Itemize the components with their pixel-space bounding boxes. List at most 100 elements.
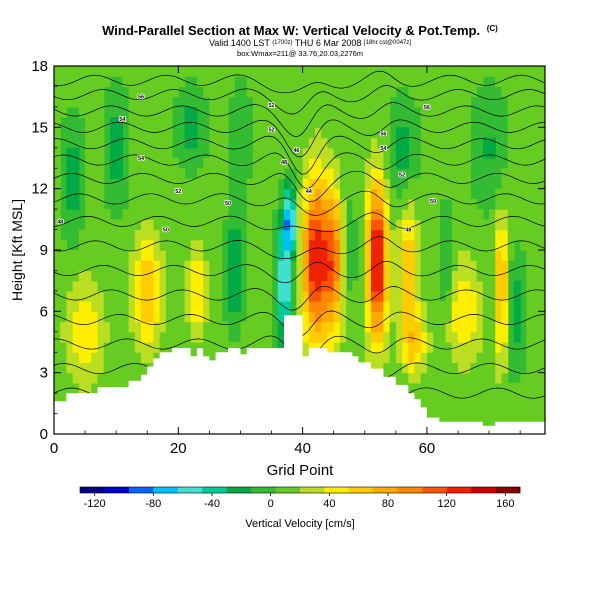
w-cell <box>513 311 521 323</box>
w-cell <box>147 168 155 180</box>
w-cell <box>451 362 459 374</box>
w-cell <box>402 239 409 251</box>
w-cell <box>302 209 310 220</box>
w-cell <box>141 106 148 118</box>
w-cell <box>147 147 155 159</box>
w-cell <box>78 290 86 302</box>
w-cell <box>259 117 266 128</box>
w-cell <box>495 198 503 210</box>
w-cell <box>532 331 540 343</box>
w-cell <box>470 290 478 302</box>
w-cell <box>333 311 341 323</box>
w-cell <box>271 76 279 88</box>
w-cell <box>439 403 447 415</box>
w-cell <box>389 280 397 292</box>
w-cell <box>395 372 403 384</box>
colorbar-tick-label: -80 <box>145 498 161 510</box>
w-cell <box>420 260 428 272</box>
w-cell <box>383 342 391 353</box>
w-cell <box>265 127 273 139</box>
w-cell <box>315 198 322 210</box>
w-cell <box>489 321 496 333</box>
w-cell <box>296 239 304 251</box>
w-cell <box>433 352 440 364</box>
w-cell <box>482 382 490 394</box>
w-cell <box>283 137 291 149</box>
y-tick-label: 12 <box>31 181 48 198</box>
w-cell <box>457 331 465 343</box>
w-cell <box>420 66 428 77</box>
w-cell <box>538 311 545 323</box>
w-cell <box>296 106 304 118</box>
w-cell <box>147 66 155 77</box>
w-cell <box>513 393 521 404</box>
w-cell <box>377 290 385 302</box>
w-cell <box>209 147 217 159</box>
y-tick-label: 3 <box>40 365 48 382</box>
w-cell <box>526 270 534 282</box>
w-cell <box>116 239 123 251</box>
w-cell <box>383 96 391 108</box>
w-cell <box>464 168 472 180</box>
w-cell <box>513 382 521 394</box>
w-cell <box>265 301 273 312</box>
w-cell <box>116 372 123 384</box>
w-cell <box>78 382 86 394</box>
w-cell <box>439 137 447 149</box>
w-cell <box>495 413 503 425</box>
w-cell <box>420 117 428 128</box>
w-cell <box>116 342 123 353</box>
w-cell <box>234 260 242 272</box>
w-cell <box>358 168 366 180</box>
w-cell <box>339 342 347 353</box>
w-cell <box>339 260 347 272</box>
w-cell <box>259 239 266 251</box>
w-cell <box>358 331 366 343</box>
w-cell <box>302 178 310 190</box>
w-cell <box>165 168 173 180</box>
w-cell <box>476 250 484 261</box>
w-cell <box>370 250 378 261</box>
w-cell <box>54 137 61 149</box>
w-cell <box>526 76 534 88</box>
theta-contour <box>54 236 545 259</box>
w-cell <box>172 188 179 200</box>
w-cell <box>134 372 142 384</box>
w-cell <box>532 66 540 77</box>
w-cell <box>377 311 385 323</box>
w-cell <box>439 86 447 98</box>
w-cell <box>259 301 266 312</box>
w-cell <box>414 260 422 272</box>
w-cell <box>370 260 378 272</box>
w-cell <box>420 321 428 333</box>
w-cell <box>420 342 428 353</box>
w-cell <box>513 66 521 77</box>
w-cell <box>482 393 490 404</box>
w-cell <box>234 290 242 302</box>
w-cell <box>532 301 540 312</box>
theta-contour-label: 54 <box>119 117 126 123</box>
w-cell <box>122 311 130 323</box>
w-cell <box>457 393 465 404</box>
w-cell <box>389 239 397 251</box>
w-cell <box>321 321 329 333</box>
w-cell <box>333 147 341 159</box>
w-cell <box>482 270 490 282</box>
w-cell <box>414 76 422 88</box>
w-cell <box>538 280 545 292</box>
w-cell <box>370 301 378 312</box>
w-cell <box>520 137 527 149</box>
w-cell <box>333 96 341 108</box>
w-cell <box>333 106 341 118</box>
w-cell <box>66 250 74 261</box>
w-cell <box>526 413 534 425</box>
w-cell <box>116 331 123 343</box>
w-cell <box>252 342 260 353</box>
w-cell <box>265 331 273 343</box>
w-cell <box>128 372 136 384</box>
w-cell <box>165 239 173 251</box>
w-cell <box>277 219 285 231</box>
w-cell <box>196 280 204 292</box>
w-cell <box>377 86 385 98</box>
